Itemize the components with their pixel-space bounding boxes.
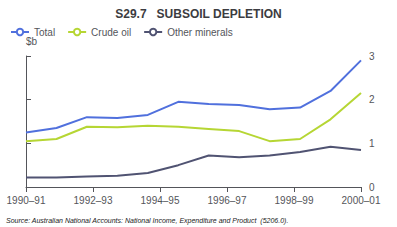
svg-text:$b: $b xyxy=(26,35,38,47)
svg-text:0: 0 xyxy=(369,182,375,193)
svg-text:Crude oil: Crude oil xyxy=(91,27,131,38)
svg-text:1: 1 xyxy=(369,138,375,149)
svg-text:1992–93: 1992–93 xyxy=(74,195,113,206)
svg-text:1990–91: 1990–91 xyxy=(7,195,46,206)
svg-text:Total: Total xyxy=(34,27,55,38)
svg-text:1996–97: 1996–97 xyxy=(208,195,247,206)
svg-text:2000–01: 2000–01 xyxy=(342,195,381,206)
svg-text:1998–99: 1998–99 xyxy=(275,195,314,206)
svg-text:3: 3 xyxy=(369,51,375,62)
svg-text:Source: Australian National Ac: Source: Australian National Accounts: Na… xyxy=(6,217,288,225)
svg-text:Other minerals: Other minerals xyxy=(167,27,233,38)
svg-text:2: 2 xyxy=(369,94,375,105)
svg-text:1994–95: 1994–95 xyxy=(141,195,180,206)
svg-text:S29.7 SUBSOIL DEPLETION: S29.7 SUBSOIL DEPLETION xyxy=(115,7,282,21)
